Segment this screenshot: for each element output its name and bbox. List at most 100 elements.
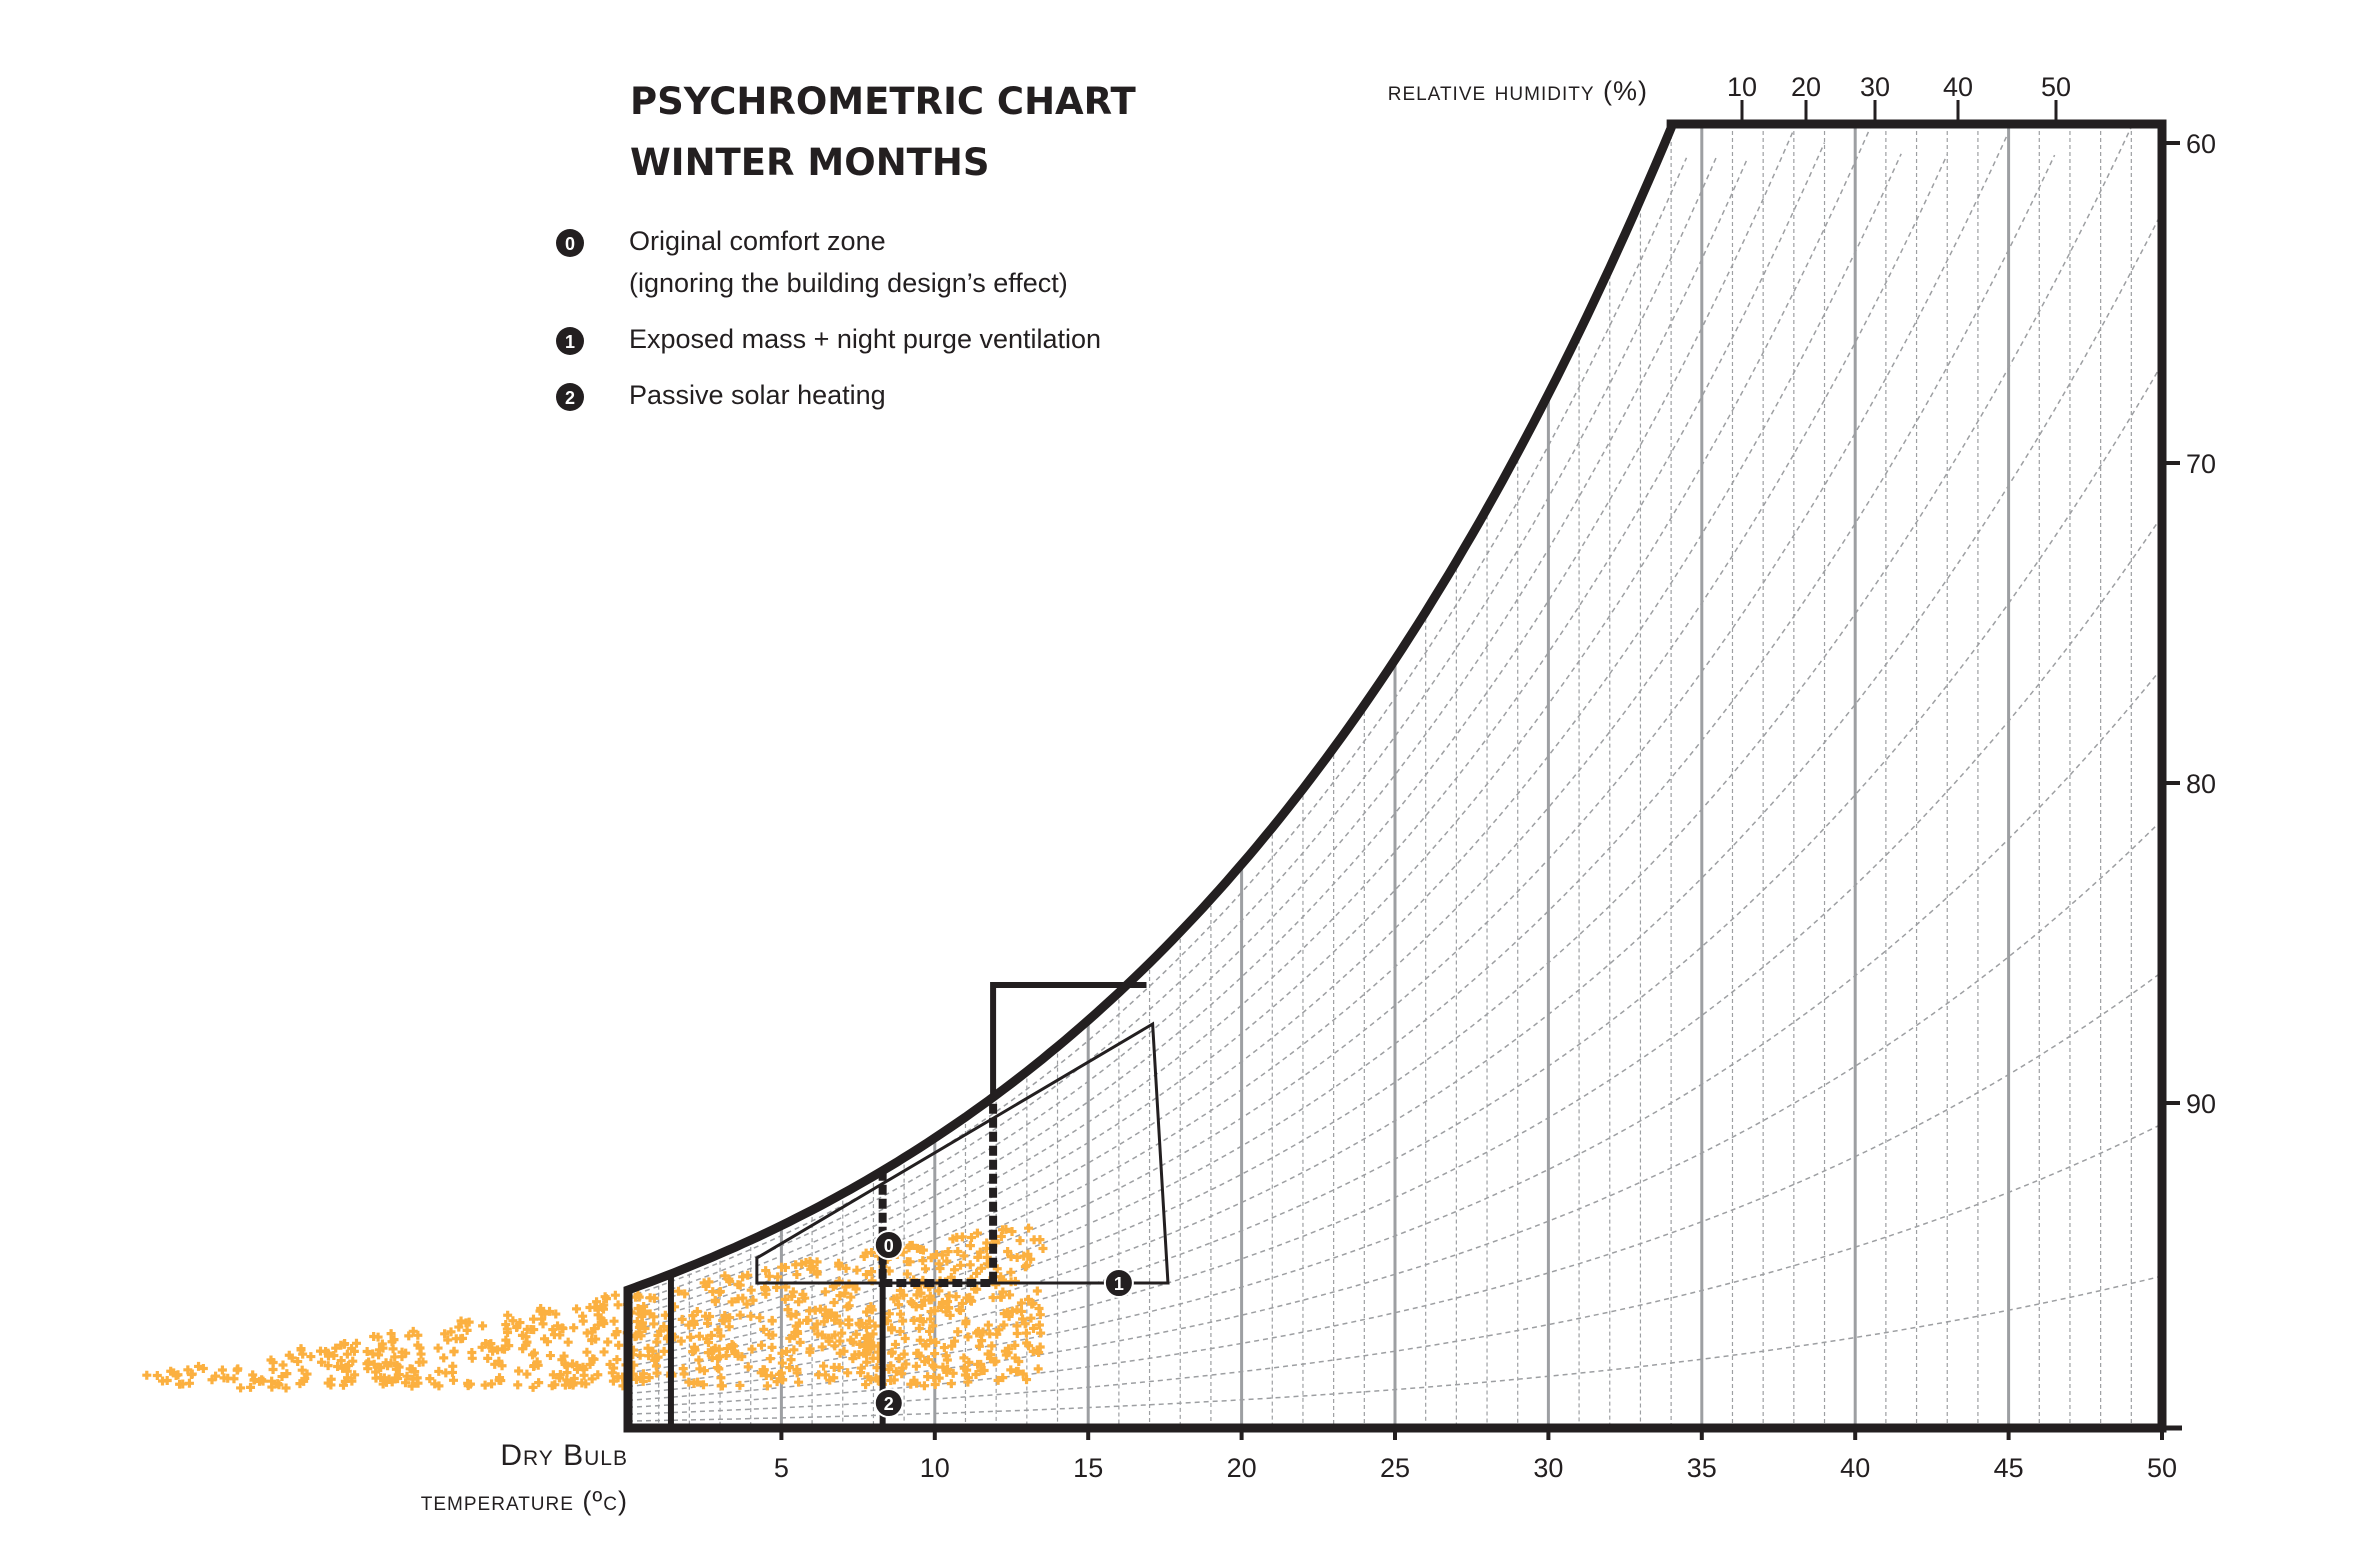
data-point [414, 1357, 424, 1367]
data-point [950, 1265, 960, 1275]
data-point [773, 1272, 783, 1282]
data-point [635, 1350, 645, 1360]
data-point [336, 1356, 346, 1366]
data-point [755, 1313, 765, 1323]
data-point [767, 1315, 777, 1325]
data-point [934, 1373, 944, 1383]
data-point [766, 1371, 776, 1381]
data-point [748, 1295, 758, 1305]
data-point [850, 1350, 860, 1360]
data-point [592, 1297, 602, 1307]
data-point [835, 1336, 845, 1346]
data-point [1024, 1341, 1034, 1351]
data-point [800, 1293, 810, 1303]
data-point [381, 1358, 391, 1368]
data-point [921, 1340, 931, 1350]
data-point [603, 1337, 613, 1347]
data-point [499, 1344, 509, 1354]
data-point [572, 1304, 582, 1314]
data-point [884, 1364, 894, 1374]
data-point [902, 1257, 912, 1267]
data-point [830, 1330, 840, 1340]
data-point [792, 1270, 802, 1280]
data-point [229, 1374, 239, 1384]
data-point [166, 1366, 176, 1376]
rh-tick-label-50: 50 [2041, 72, 2071, 102]
data-point [1012, 1329, 1022, 1339]
data-point [855, 1339, 865, 1349]
data-point [266, 1355, 276, 1365]
data-point [522, 1369, 532, 1379]
data-point [449, 1347, 459, 1357]
data-point [351, 1338, 361, 1348]
x-tick-label-25: 25 [1380, 1453, 1410, 1483]
data-point [706, 1330, 716, 1340]
data-point [764, 1271, 774, 1281]
rh-curve-8 [627, 211, 2163, 1374]
data-point [976, 1263, 986, 1273]
data-point [701, 1311, 711, 1321]
data-point [306, 1352, 316, 1362]
data-point [593, 1320, 603, 1330]
data-point [735, 1310, 745, 1320]
wb-tick-label-80: 80 [2186, 769, 2216, 799]
data-point [767, 1342, 777, 1352]
data-point [974, 1341, 984, 1351]
weather-data-points [142, 1223, 1048, 1393]
data-point [868, 1353, 878, 1363]
data-point [323, 1361, 333, 1371]
data-point [514, 1366, 524, 1376]
data-point [846, 1292, 856, 1302]
data-point [563, 1337, 573, 1347]
data-point [733, 1351, 743, 1361]
data-point [718, 1315, 728, 1325]
data-point [930, 1349, 940, 1359]
data-point [716, 1331, 726, 1341]
legend: 0 Original comfort zone (ignoring the bu… [556, 226, 1101, 411]
wb-tick-label-90: 90 [2186, 1089, 2216, 1119]
data-point [985, 1353, 995, 1363]
data-point [916, 1288, 926, 1298]
data-point [727, 1297, 737, 1307]
data-point [378, 1343, 388, 1353]
data-point [613, 1300, 623, 1310]
data-point [962, 1293, 972, 1303]
data-point [612, 1355, 622, 1365]
data-point [829, 1298, 839, 1308]
data-point [867, 1267, 877, 1277]
data-point [348, 1356, 358, 1366]
data-point [1013, 1366, 1023, 1376]
data-point [582, 1328, 592, 1338]
chart-outline [623, 119, 2167, 1433]
data-point [866, 1344, 876, 1354]
data-point [712, 1363, 722, 1373]
data-point [347, 1376, 357, 1386]
data-point [965, 1260, 975, 1270]
data-point [928, 1321, 938, 1331]
data-point [923, 1372, 933, 1382]
data-point [688, 1347, 698, 1357]
data-point [634, 1292, 644, 1302]
data-point [536, 1304, 546, 1313]
data-point [454, 1322, 464, 1332]
data-point [369, 1332, 379, 1341]
data-point [693, 1377, 703, 1387]
data-point [937, 1250, 947, 1260]
data-point [761, 1266, 771, 1276]
data-point [772, 1283, 782, 1293]
data-point [841, 1263, 851, 1273]
data-point [441, 1368, 451, 1378]
data-point [601, 1294, 611, 1304]
data-point [870, 1321, 880, 1331]
rh-curve-11 [627, 131, 2010, 1353]
data-point [791, 1309, 801, 1319]
data-point [560, 1380, 570, 1390]
data-point [930, 1306, 940, 1316]
data-point [633, 1304, 643, 1314]
data-point [211, 1371, 221, 1381]
data-point [643, 1343, 653, 1353]
data-point [948, 1368, 958, 1378]
data-point [895, 1309, 905, 1319]
